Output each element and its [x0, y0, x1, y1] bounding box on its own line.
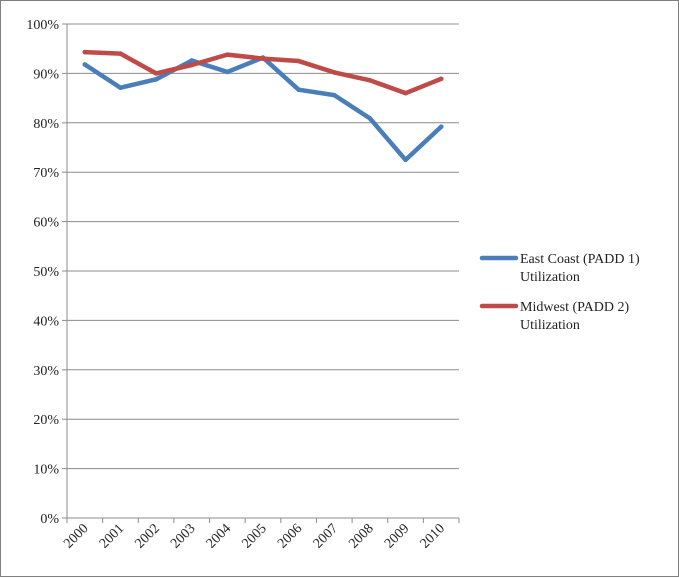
x-tick-label: 2001	[97, 521, 127, 551]
y-tick-label: 80%	[33, 117, 59, 132]
y-tick-label: 90%	[33, 67, 59, 82]
legend-item-2: Midwest (PADD 2) Utilization	[479, 300, 629, 333]
legend-label: East Coast (PADD 1) Utilization	[520, 252, 640, 285]
x-tick-label: 2009	[382, 521, 412, 551]
data-point	[225, 52, 230, 57]
data-point	[403, 157, 408, 163]
y-tick-label: 30%	[33, 364, 59, 379]
data-point	[438, 76, 444, 82]
data-point	[260, 56, 266, 61]
data-point	[82, 49, 88, 55]
data-point	[189, 58, 195, 63]
data-point	[438, 124, 444, 130]
data-point	[82, 62, 88, 67]
y-tick-label: 40%	[33, 314, 59, 329]
y-tick-label: 50%	[33, 265, 59, 280]
data-point	[331, 70, 337, 75]
legend-label-line-2: Utilization	[520, 270, 580, 285]
y-tick-label: 100%	[26, 18, 59, 33]
y-tick-label: 70%	[33, 166, 59, 181]
grid-lines	[67, 23, 459, 470]
x-tick-label: 2010	[418, 521, 448, 551]
x-tick-label: 2006	[275, 521, 305, 551]
legend-label-line-2: Utilization	[520, 318, 580, 333]
y-tick-label: 60%	[33, 216, 59, 231]
legend-item-1: East Coast (PADD 1) Utilization	[479, 252, 640, 285]
y-axis-tick-labels: 0% 10% 20% 30% 40% 50% 60% 70% 80% 90% 100%	[26, 18, 59, 527]
legend-label: Midwest (PADD 2) Utilization	[520, 300, 629, 333]
x-tick-label: 2008	[346, 521, 376, 551]
series-lines	[82, 49, 444, 163]
axes	[62, 23, 460, 523]
data-point	[367, 116, 373, 121]
y-tick-label: 20%	[33, 413, 59, 428]
x-tick-label: 2005	[239, 521, 269, 551]
x-tick-label: 2000	[61, 521, 91, 551]
x-tick-label: 2004	[204, 521, 234, 551]
data-point	[118, 85, 123, 91]
data-point	[403, 90, 408, 96]
y-tick-label: 10%	[33, 463, 59, 478]
data-point	[331, 92, 337, 98]
x-tick-label: 2002	[133, 521, 163, 551]
data-point	[225, 69, 230, 75]
data-point	[118, 51, 123, 56]
x-tick-label: 2007	[311, 521, 341, 551]
data-point	[153, 71, 159, 76]
data-point	[296, 58, 301, 64]
data-point	[296, 87, 301, 93]
y-tick-label: 0%	[40, 512, 59, 527]
legend-label-line-1: Midwest (PADD 2)	[520, 300, 629, 315]
x-tick-label: 2003	[168, 521, 198, 551]
data-point	[153, 77, 159, 82]
data-point	[189, 62, 195, 68]
legend-label-line-1: East Coast (PADD 1)	[520, 252, 640, 267]
x-axis-tick-labels: 2000 2001 2002 2003 2004 2005 2006 2007 2008 2009…	[61, 521, 448, 551]
data-point	[367, 78, 373, 83]
